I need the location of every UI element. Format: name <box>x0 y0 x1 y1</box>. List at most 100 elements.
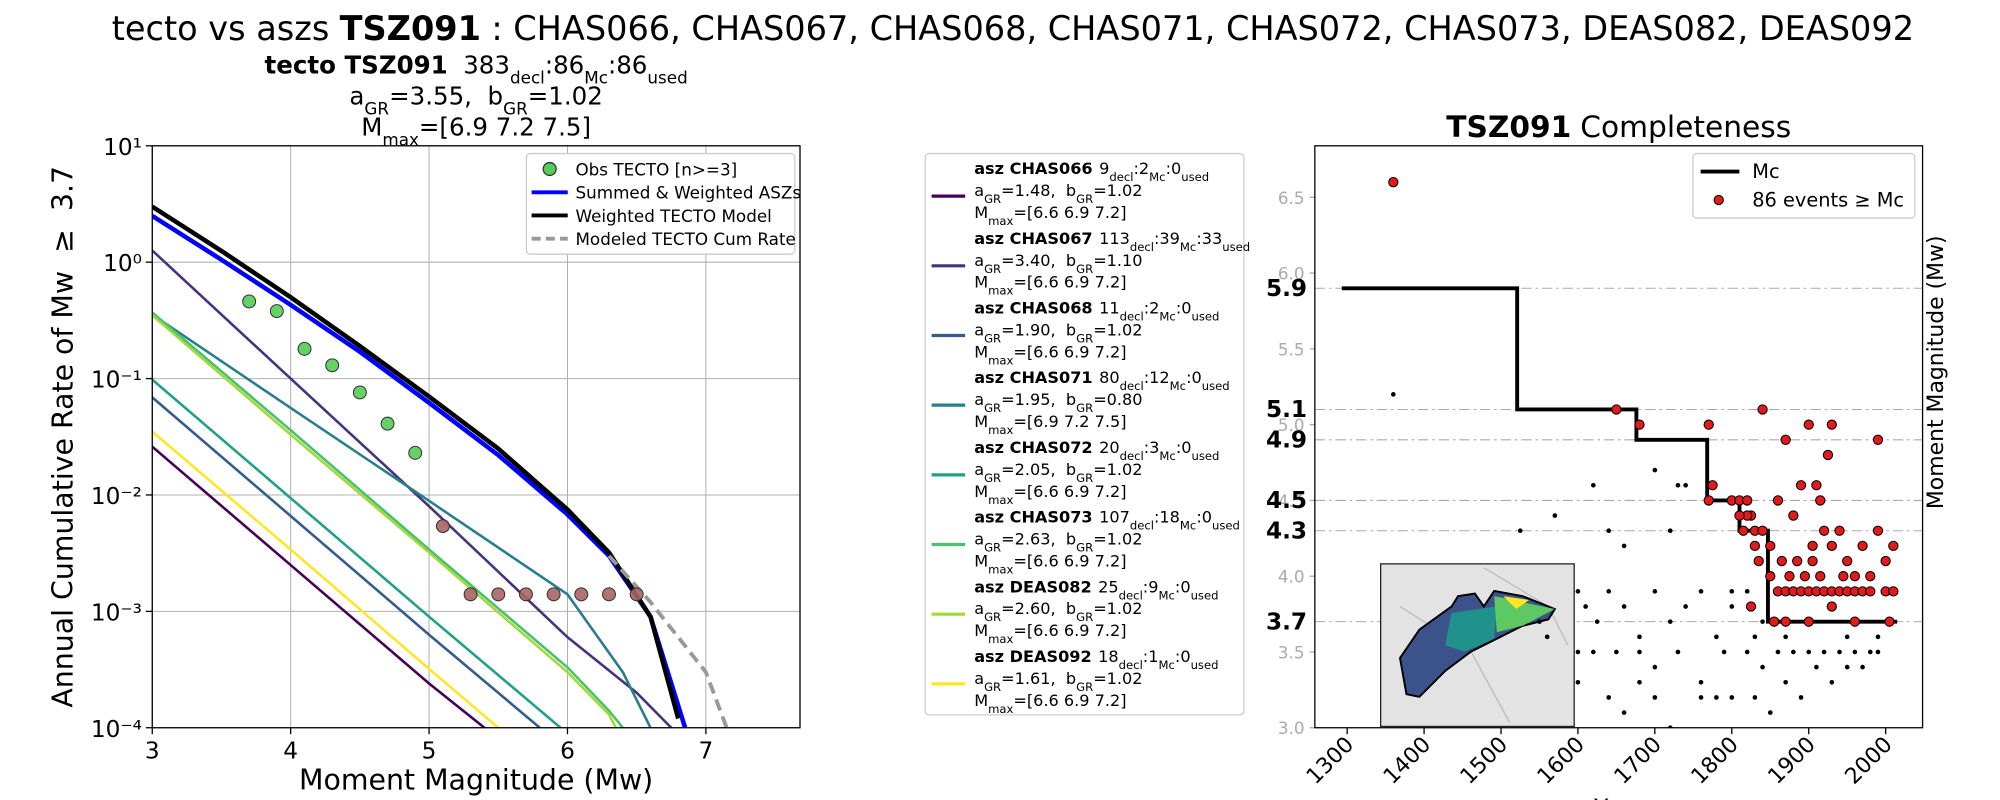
catalog-point <box>1575 679 1581 685</box>
figure-title: tecto vs aszs TSZ091: CHAS066, CHAS067, C… <box>112 9 1914 48</box>
legend-label: Weighted TECTO Model <box>575 206 771 226</box>
subscript: GR <box>984 331 1001 345</box>
event-point <box>1815 495 1826 506</box>
catalog-point <box>1606 695 1612 700</box>
subscript: decl <box>1109 170 1133 184</box>
data-point <box>325 358 340 373</box>
y-tick-label: 3.5 <box>1278 642 1305 662</box>
subscript: GR <box>1076 680 1093 694</box>
asz-parts: 25decl:9Mc:0used <box>1098 577 1218 602</box>
event-point <box>1834 525 1845 536</box>
x-axis-label: Year <box>1593 794 1644 800</box>
data-line <box>152 249 673 728</box>
catalog-point <box>1606 528 1612 534</box>
text-part: :0 <box>1176 299 1192 318</box>
catalog-point <box>1652 589 1658 594</box>
event-point <box>1772 495 1784 506</box>
asz-legend-text: Mmax=[6.6 6.9 7.2] <box>974 551 1126 576</box>
subscript: GR <box>1076 262 1093 276</box>
text-part: a <box>974 320 984 339</box>
asz-parts: aGR=1.61, bGR=1.02 <box>974 669 1142 694</box>
legend-label: 86 events ≥ Mc <box>1752 188 1904 211</box>
data-point <box>518 587 533 602</box>
subtitle: aGR=3.55, bGR=1.02 <box>349 82 602 119</box>
catalog-point <box>1821 649 1827 655</box>
text-part: :86 <box>545 51 584 80</box>
event-point <box>1803 616 1814 627</box>
catalog-point <box>1844 634 1850 640</box>
event-point <box>1738 525 1749 536</box>
subscript: Mc <box>1159 310 1175 324</box>
event-point <box>1784 571 1795 582</box>
event-point <box>1795 480 1807 491</box>
subscript: GR <box>503 99 528 119</box>
text-part: =1.02 <box>1093 530 1142 549</box>
subscript: GR <box>1076 401 1093 415</box>
event-point <box>1753 555 1764 567</box>
catalog-point <box>1744 589 1750 594</box>
text-part: =1.48, b <box>1001 181 1076 200</box>
text-part: =3.40, b <box>1001 251 1076 270</box>
text-part: :18 <box>1154 508 1180 527</box>
asz-name: asz DEAS092 <box>974 647 1092 666</box>
catalog-point <box>1760 619 1765 624</box>
event-point <box>1792 555 1803 567</box>
catalog-point <box>1537 619 1542 624</box>
event-point <box>1388 177 1399 188</box>
asz-legend-text: asz CHAS066 9decl:2Mc:0used <box>974 159 1209 184</box>
text-part: =[6.6 6.9 7.2] <box>1013 691 1126 710</box>
event-point <box>1888 540 1899 552</box>
subscript: max <box>988 562 1013 576</box>
subscript: used <box>1181 170 1209 184</box>
text-part: :86 <box>608 51 647 80</box>
plot-area <box>152 204 729 728</box>
asz-parts: 80decl:12Mc:0used <box>1099 368 1230 393</box>
title-bold: TSZ091 <box>340 9 481 48</box>
event-point <box>1865 571 1876 582</box>
y-tick-label: 10⁰ <box>103 250 142 277</box>
y-tick-label: 3.0 <box>1278 718 1305 738</box>
catalog-point <box>1814 664 1819 670</box>
event-point <box>1842 555 1853 567</box>
event-point <box>1884 616 1895 627</box>
event-point <box>1734 510 1745 521</box>
inset-zone <box>1494 596 1555 633</box>
data-line <box>152 204 681 720</box>
catalog-point <box>1698 589 1704 594</box>
data-line <box>152 378 562 728</box>
subscript: max <box>988 423 1013 437</box>
catalog-point <box>1698 679 1704 685</box>
legend-label: Obs TECTO [n>=3] <box>575 159 737 179</box>
plot-area <box>1341 177 1899 728</box>
subscript: GR <box>984 262 1001 276</box>
text-part: 80 <box>1099 368 1120 387</box>
subscript: decl <box>1120 449 1144 463</box>
event-point <box>1707 480 1718 491</box>
event-point <box>1807 555 1818 567</box>
y-tick-label: 5.5 <box>1278 339 1305 359</box>
text-part: M <box>974 691 988 710</box>
asz-parts: 20decl:3Mc:0used <box>1099 438 1219 463</box>
data-point <box>574 587 589 602</box>
subscript: GR <box>1076 541 1093 555</box>
catalog-point <box>1575 649 1581 655</box>
asz-parts: aGR=1.48, bGR=1.02 <box>974 181 1142 206</box>
mc-tick-label: 5.9 <box>1266 275 1307 302</box>
event-point <box>1611 404 1622 415</box>
asz-legend-text: asz CHAS073 107decl:18Mc:0used <box>974 508 1240 533</box>
asz-legend-text: asz DEAS092 18decl:1Mc:0used <box>974 647 1218 672</box>
subscript: max <box>988 493 1013 507</box>
catalog-point <box>1729 589 1735 594</box>
subscript: Mc <box>1149 170 1165 184</box>
text-part: :0 <box>1166 159 1182 178</box>
asz-legend-text: Mmax=[6.6 6.9 7.2] <box>974 342 1126 367</box>
mc-tick-label: 4.9 <box>1266 427 1307 454</box>
plot-frame <box>151 145 801 729</box>
asz-legend-text: aGR=2.60, bGR=1.02 <box>974 599 1142 624</box>
event-point <box>1865 586 1876 597</box>
catalog-point <box>1791 649 1796 655</box>
text-part: a <box>974 251 984 270</box>
asz-legend-text: asz CHAS071 80decl:12Mc:0used <box>974 368 1229 393</box>
subscript: used <box>1192 310 1220 324</box>
x-tick-label: 7 <box>698 738 713 765</box>
